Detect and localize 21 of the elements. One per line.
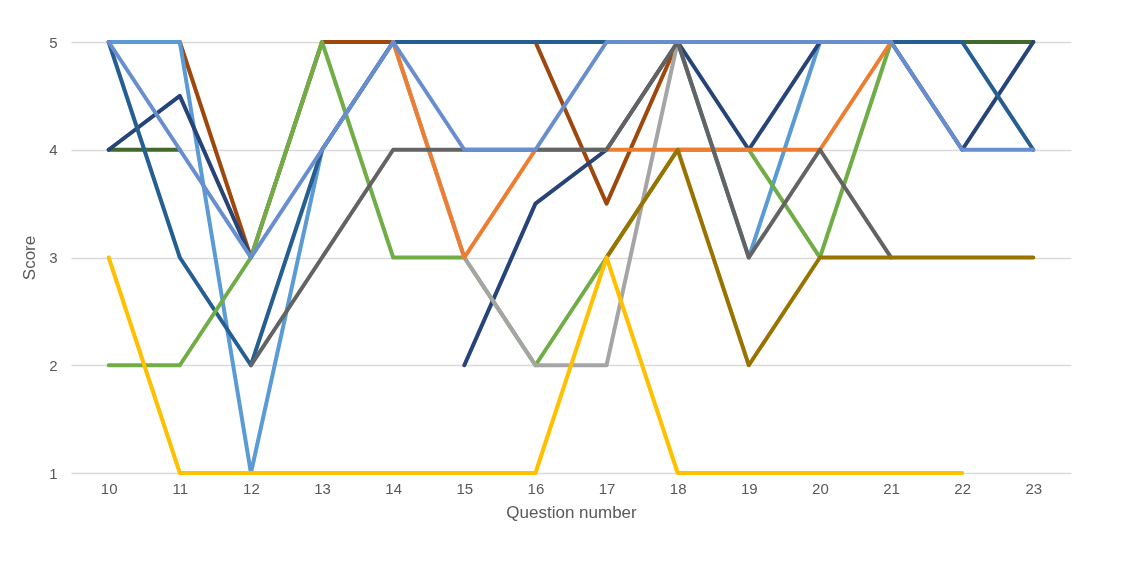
x-tick-label: 15 bbox=[456, 479, 474, 497]
x-tick-label: 12 bbox=[243, 479, 260, 497]
x-axis-title: Question number bbox=[506, 502, 638, 522]
x-tick-label: 10 bbox=[100, 479, 118, 497]
x-tick-label: 13 bbox=[314, 479, 331, 497]
x-tick-label: 14 bbox=[385, 479, 403, 497]
y-tick-label: 5 bbox=[49, 33, 58, 51]
x-tick-label: 20 bbox=[812, 479, 829, 497]
x-tick-label: 22 bbox=[954, 479, 972, 497]
y-axis-title: Score bbox=[20, 235, 40, 281]
x-tick-label: 16 bbox=[527, 479, 545, 497]
y-tick-label: 4 bbox=[49, 141, 58, 159]
y-tick-label: 2 bbox=[49, 356, 58, 374]
x-tick-label: 11 bbox=[172, 479, 189, 497]
x-tick-label: 23 bbox=[1025, 479, 1043, 497]
x-tick-label: 21 bbox=[883, 479, 900, 497]
y-tick-label: 3 bbox=[49, 249, 58, 266]
x-tick-label: 19 bbox=[740, 479, 758, 497]
y-tick-label: 1 bbox=[49, 464, 58, 482]
x-tick-label: 18 bbox=[669, 479, 687, 497]
x-tick-label: 17 bbox=[598, 479, 616, 497]
